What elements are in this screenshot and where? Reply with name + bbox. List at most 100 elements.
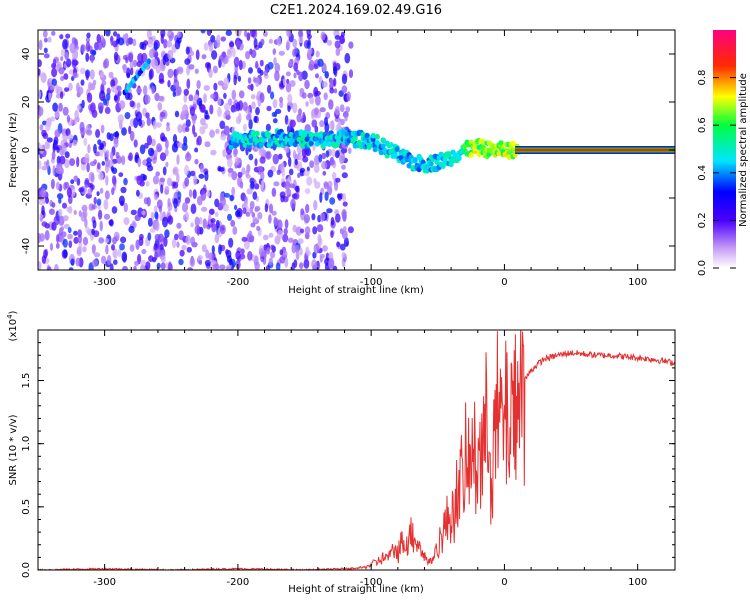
noise-cell	[229, 41, 235, 48]
noise-cell	[250, 222, 256, 228]
noise-cell	[192, 189, 197, 200]
noise-cell	[166, 40, 173, 48]
noise-cell	[192, 124, 196, 135]
noise-cell	[218, 244, 222, 255]
noise-cell	[329, 120, 335, 130]
noise-cell	[303, 170, 310, 177]
noise-cell	[87, 81, 93, 91]
noise-cell	[301, 92, 307, 99]
noise-cell	[65, 128, 71, 137]
noise-cell	[106, 132, 111, 140]
noise-cell	[38, 89, 41, 99]
noise-cell	[329, 87, 335, 94]
noise-cell	[328, 257, 335, 269]
noise-cell	[166, 122, 170, 128]
noise-cell	[297, 172, 301, 178]
noise-cell	[298, 36, 304, 44]
signal-cell	[326, 141, 332, 147]
noise-cell	[260, 170, 265, 181]
noise-cell	[252, 76, 256, 83]
noise-cell	[93, 159, 97, 165]
x-tick-label: 0	[501, 277, 507, 288]
noise-cell	[279, 101, 284, 109]
noise-cell	[248, 230, 253, 238]
noise-cell	[200, 30, 206, 34]
noise-cell	[316, 224, 324, 233]
noise-cell	[123, 202, 128, 213]
noise-cell	[58, 208, 63, 217]
noise-cell	[262, 234, 269, 241]
noise-cell	[186, 66, 190, 76]
noise-cell	[341, 73, 348, 85]
colorbar-label: Normalized spectral amplitude	[738, 73, 749, 227]
noise-cell	[160, 111, 166, 118]
noise-cell	[205, 249, 210, 259]
noise-cell	[321, 161, 328, 170]
noise-cell	[315, 73, 319, 79]
noise-cell	[314, 90, 321, 96]
noise-cell	[190, 203, 197, 215]
noise-cell	[176, 222, 182, 229]
noise-cell	[159, 177, 166, 183]
noise-cell	[44, 230, 50, 241]
noise-cell	[262, 30, 268, 37]
x-tick-label: -100	[360, 277, 383, 288]
y-tick-label: 0	[21, 147, 32, 153]
noise-cell	[313, 164, 320, 173]
noise-cell	[156, 199, 163, 209]
noise-cell	[298, 108, 302, 116]
noise-cell	[213, 82, 218, 91]
signal-cell	[370, 133, 376, 139]
noise-cell	[79, 67, 86, 75]
signal-cell	[506, 154, 512, 160]
noise-cell	[220, 224, 226, 235]
noise-cell	[175, 68, 179, 76]
noise-cell	[96, 162, 101, 170]
noise-cell	[344, 52, 351, 64]
noise-cell	[194, 158, 199, 165]
noise-cell	[61, 144, 67, 155]
noise-cell	[45, 122, 51, 132]
noise-cell	[86, 162, 90, 173]
noise-cell	[70, 258, 75, 266]
noise-cell	[157, 95, 164, 102]
noise-cell	[335, 48, 341, 56]
noise-cell	[187, 267, 193, 270]
noise-cell	[196, 80, 201, 89]
noise-cell	[104, 106, 111, 115]
noise-cell	[288, 168, 294, 176]
noise-cell	[185, 46, 190, 55]
noise-cell	[208, 68, 213, 78]
noise-cell	[181, 110, 185, 117]
noise-cell	[167, 197, 171, 207]
noise-cell	[120, 186, 127, 194]
noise-cell	[153, 150, 158, 158]
noise-cell	[259, 59, 264, 67]
noise-cell	[312, 226, 318, 235]
noise-cell	[193, 174, 198, 186]
noise-cell	[47, 266, 52, 270]
x-tick-label: -200	[227, 277, 250, 288]
noise-cell	[160, 30, 166, 38]
noise-cell	[216, 34, 221, 44]
y-tick-label: 1.0	[21, 436, 32, 452]
noise-cell	[67, 233, 73, 240]
noise-cell	[163, 38, 168, 49]
noise-cell	[123, 177, 128, 186]
noise-cell	[208, 252, 214, 261]
signal-cell	[372, 146, 378, 153]
noise-cell	[111, 244, 115, 251]
noise-cell	[100, 124, 105, 134]
noise-cell	[223, 125, 230, 136]
noise-cell	[130, 209, 137, 216]
noise-cell	[223, 77, 229, 88]
noise-cell	[181, 142, 188, 151]
noise-cell	[98, 171, 104, 181]
noise-cell	[265, 123, 271, 132]
noise-cell	[142, 174, 147, 181]
signal-cell	[242, 142, 248, 148]
noise-cell	[85, 226, 90, 234]
noise-cell	[61, 231, 67, 238]
